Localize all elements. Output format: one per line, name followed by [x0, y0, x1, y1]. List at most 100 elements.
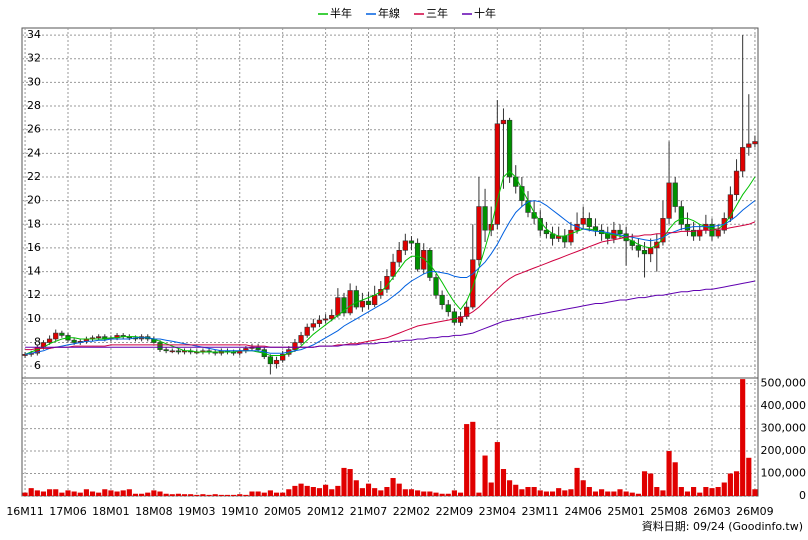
- volume-bar: [188, 494, 194, 496]
- y-tick-label: 12: [27, 288, 41, 301]
- volume-bar: [34, 490, 40, 496]
- volume-bar: [684, 491, 691, 496]
- candle-body: [433, 277, 439, 296]
- candle-body: [464, 306, 470, 317]
- candle-body: [568, 229, 574, 243]
- x-tick-label: 21M07: [350, 505, 388, 518]
- volume-bar: [531, 487, 537, 496]
- candle-body: [476, 206, 482, 261]
- candle-body: [310, 323, 316, 328]
- volume-bar: [120, 490, 126, 496]
- volume-bar: [341, 467, 347, 496]
- y-tick-label: 20: [27, 194, 41, 207]
- volume-bar: [96, 492, 102, 496]
- volume-bar: [139, 493, 145, 496]
- y-tick-label: 18: [27, 217, 41, 230]
- candle-body: [322, 318, 329, 321]
- volume-bar: [568, 489, 574, 496]
- y-tick-label: 6: [34, 359, 41, 372]
- x-tick-label: 26M03: [693, 505, 731, 518]
- volume-bar: [464, 424, 470, 496]
- candle-body: [316, 319, 323, 324]
- volume-bar: [372, 488, 378, 496]
- volume-bar: [28, 488, 34, 496]
- candle-body: [408, 240, 415, 244]
- volume-bar: [267, 490, 273, 496]
- y2-tick-label: 200,000: [761, 444, 807, 457]
- candle-body: [353, 290, 359, 308]
- candle-body: [690, 229, 697, 237]
- volume-bar: [83, 489, 89, 496]
- ma-line: [25, 200, 756, 355]
- volume-bar: [513, 484, 519, 496]
- candle-body: [396, 249, 402, 263]
- legend-label: 三年: [426, 6, 448, 20]
- candle-body: [740, 147, 746, 172]
- volume-bar: [611, 491, 617, 496]
- candle-body: [175, 350, 182, 353]
- x-tick-label: 22M09: [436, 505, 474, 518]
- volume-bar: [408, 489, 415, 496]
- volume-bar: [525, 487, 531, 496]
- volume-bar: [249, 491, 255, 496]
- candle-body: [163, 349, 169, 352]
- y2-tick-label: 500,000: [761, 377, 807, 390]
- candle-body: [672, 182, 678, 207]
- candle-body: [365, 300, 372, 305]
- x-tick-label: 17M06: [49, 505, 87, 518]
- y-tick-label: 32: [27, 52, 41, 65]
- volume-bar: [323, 484, 329, 496]
- volume-bar: [402, 489, 408, 496]
- volume-bar: [53, 489, 59, 496]
- x-tick-label: 23M11: [522, 505, 560, 518]
- candle-body: [482, 206, 488, 231]
- y-tick-label: 10: [27, 312, 41, 325]
- volume-bar: [157, 491, 163, 496]
- candle-body: [157, 342, 163, 350]
- volume-bar: [592, 491, 599, 496]
- legend-label: 年線: [378, 6, 400, 20]
- volume-bar: [353, 480, 359, 496]
- candle-body: [586, 218, 592, 227]
- volume-bar: [451, 490, 457, 496]
- volume-bar: [556, 488, 562, 496]
- volume-bar: [648, 473, 654, 496]
- y2-tick-label: 0: [799, 489, 806, 502]
- candle-body: [506, 119, 513, 178]
- candle-body: [390, 261, 396, 277]
- volume-bar: [537, 490, 543, 496]
- candle-body: [304, 326, 310, 336]
- x-tick-label: 18M08: [135, 505, 173, 518]
- volume-bar: [605, 491, 611, 496]
- volume-bar: [500, 469, 507, 496]
- candle-body: [562, 235, 568, 243]
- volume-bar: [415, 490, 421, 496]
- candle-body: [457, 316, 464, 323]
- volume-bar: [255, 491, 261, 496]
- volume-bar: [200, 494, 206, 496]
- volume-bar: [181, 494, 188, 496]
- candle-body: [359, 300, 366, 308]
- y-tick-label: 16: [27, 241, 41, 254]
- candle-body: [280, 354, 286, 361]
- volume-bar: [660, 490, 666, 496]
- candle-body: [451, 311, 458, 323]
- volume-bar: [71, 491, 77, 496]
- candle-body: [71, 339, 77, 343]
- volume-bar: [482, 455, 488, 496]
- candle-body: [96, 336, 102, 339]
- candle-body: [746, 143, 752, 148]
- candle-body: [752, 141, 758, 145]
- volume-bar: [740, 379, 746, 496]
- candle-body: [617, 229, 623, 235]
- candle-body: [273, 359, 280, 365]
- volume-bar: [261, 492, 267, 496]
- volume-bar: [365, 483, 372, 496]
- candle-body: [500, 119, 507, 125]
- volume-bar: [494, 442, 500, 496]
- volume-bar: [746, 457, 752, 496]
- volume-bar: [22, 492, 28, 496]
- y-tick-label: 34: [27, 28, 41, 41]
- volume-bar: [703, 487, 709, 496]
- volume-bar: [114, 491, 120, 496]
